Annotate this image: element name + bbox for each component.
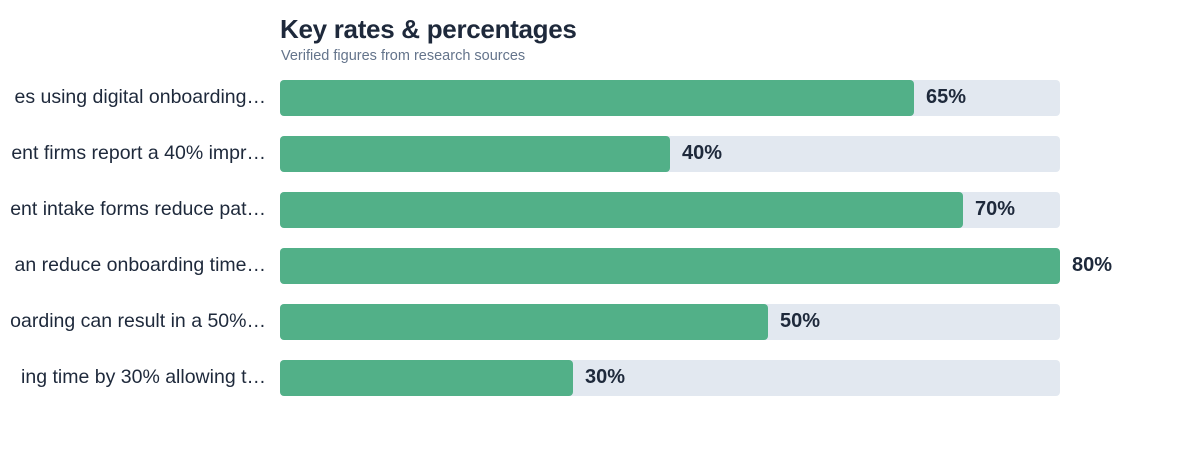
bar — [280, 360, 573, 396]
value-label: 65% — [926, 86, 967, 108]
category-label: ing time by 30% allowing t… — [21, 366, 266, 388]
category-label: ent firms report a 40% impr… — [11, 142, 266, 164]
bar-row: ing time by 30% allowing t… 30% — [0, 360, 1200, 396]
bar-row: ent firms report a 40% impr… 40% — [0, 136, 1200, 172]
category-label: ent intake forms reduce pat… — [10, 198, 266, 220]
category-label: an reduce onboarding time… — [14, 254, 267, 276]
category-label: oarding can result in a 50%… — [10, 310, 266, 332]
value-label: 40% — [682, 142, 723, 164]
bar — [280, 136, 670, 172]
bar — [280, 192, 963, 228]
value-label: 80% — [1072, 254, 1113, 276]
chart-title: Key rates & percentages — [280, 14, 577, 44]
bar — [280, 80, 914, 116]
bar-row: oarding can result in a 50%… 50% — [0, 304, 1200, 340]
value-label: 70% — [975, 198, 1016, 220]
bar — [280, 248, 1060, 284]
bar-row: an reduce onboarding time… 80% — [0, 248, 1200, 284]
value-label: 30% — [585, 366, 626, 388]
value-label: 50% — [780, 310, 821, 332]
category-label: es using digital onboarding… — [14, 86, 266, 108]
bar — [280, 304, 768, 340]
bar-row: es using digital onboarding… 65% — [0, 80, 1200, 116]
chart-subtitle: Verified figures from research sources — [281, 48, 526, 64]
bar-row: ent intake forms reduce pat… 70% — [0, 192, 1200, 228]
